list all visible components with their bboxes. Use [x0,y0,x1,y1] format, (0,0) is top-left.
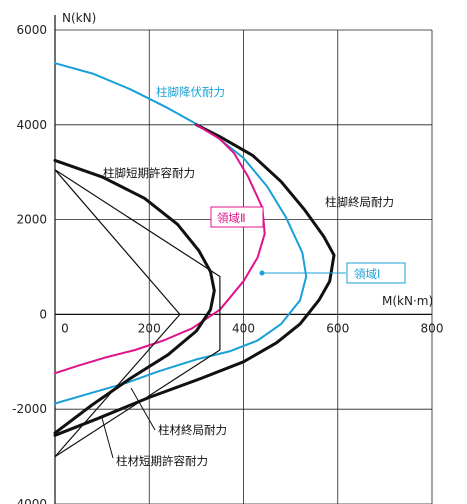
x-tick-label-0: 0 [61,321,69,335]
y-tick-label-2: 2000 [16,213,47,227]
annotation-column-base-yield: 柱脚降伏耐力 [156,85,225,99]
annotations: 柱脚降伏耐力 柱脚短期許容耐力 柱脚終局耐力 領域Ⅱ 領域Ⅰ 柱材終局耐力 柱材… [101,85,406,468]
series-line-3 [53,158,216,435]
y-tick-label-3: 0 [39,307,47,321]
annotation-region-1: 領域Ⅰ [354,267,380,281]
tick-labels: 0 200 400 600 800 6000 4000 2000 0 -2000 -4000 [12,23,443,504]
x-axis-label: M(kN·m) [382,294,433,308]
y-tick-label-4: -2000 [12,402,47,416]
series-line-0 [54,62,308,405]
region-2-box [210,206,264,228]
annotation-column-base-ultimate: 柱脚終局耐力 [325,195,394,209]
series-group [53,62,336,458]
series-line-1 [53,123,336,437]
region-1-dot [259,270,265,276]
y-tick-label-0: 6000 [16,23,47,37]
region-1-box [346,262,406,284]
x-tick-label-2: 400 [232,321,255,335]
x-tick-label-3: 600 [326,321,349,335]
annotation-column-base-short-term: 柱脚短期許容耐力 [103,166,195,180]
annotation-region-2: 領域Ⅱ [217,211,246,225]
x-tick-label-4: 800 [421,321,444,335]
y-tick-label-5: -4000 [12,497,47,504]
y-tick-label-1: 4000 [16,118,47,132]
axes [54,15,432,504]
annotation-column-short-term: 柱材短期許容耐力 [116,454,208,468]
series-line-2 [54,123,266,375]
column-ultimate-leader [130,387,156,431]
grid [55,29,433,504]
column-short-term-leader [101,417,114,459]
series-line-4 [54,169,221,458]
annotation-column-ultimate: 柱材終局耐力 [158,423,227,437]
series-line-5 [54,169,181,458]
y-axis-label: N(kN) [62,11,96,25]
x-tick-label-1: 200 [138,321,161,335]
